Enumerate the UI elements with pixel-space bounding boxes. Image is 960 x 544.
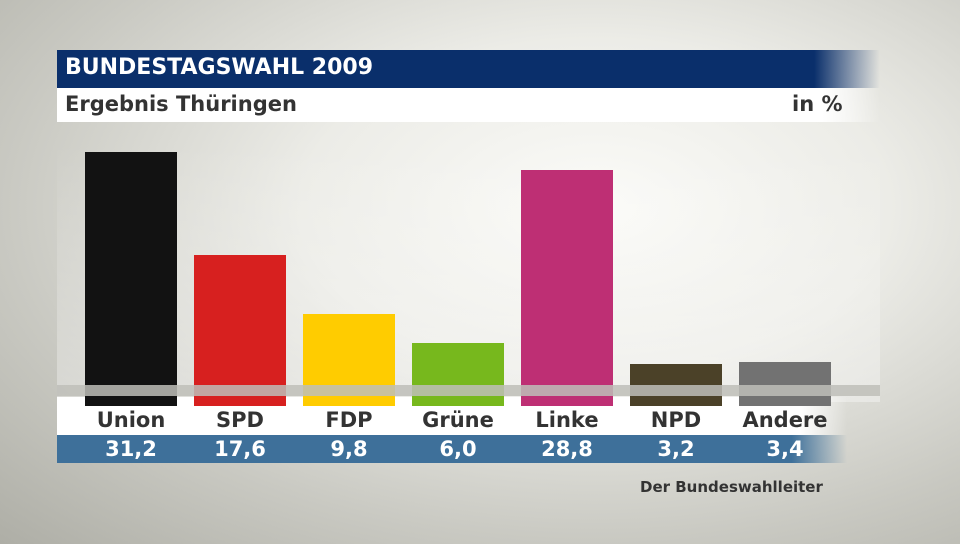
value-label: 28,8 (541, 437, 593, 461)
chart-subtitle: Ergebnis Thüringen (65, 92, 297, 116)
category-label: Linke (535, 408, 599, 432)
chart-title: BUNDESTAGSWAHL 2009 (65, 55, 374, 80)
value-label: 9,8 (330, 437, 368, 461)
value-label: 3,4 (766, 437, 804, 461)
bar-spd (194, 254, 286, 406)
bar-linke (521, 169, 613, 406)
title-bar: BUNDESTAGSWAHL 2009 (57, 50, 880, 88)
value-band (57, 435, 847, 463)
source-label: Der Bundeswahlleiter (640, 478, 823, 496)
subtitle-bar: Ergebnis Thüringen in % (57, 88, 880, 122)
value-label: 6,0 (439, 437, 477, 461)
category-label: SPD (216, 408, 264, 432)
category-label: Andere (742, 408, 828, 432)
bar-andere (739, 362, 831, 406)
value-label: 31,2 (105, 437, 157, 461)
category-label: FDP (325, 408, 373, 432)
value-label: 3,2 (657, 437, 695, 461)
unit-label: in % (792, 92, 843, 116)
category-label: Union (96, 408, 166, 432)
bar-npd (630, 363, 722, 406)
bar-union (85, 151, 177, 406)
category-label: NPD (650, 408, 702, 432)
baseline-stripe (57, 385, 880, 396)
category-label: Grüne (422, 408, 494, 432)
bar-grüne (412, 342, 504, 406)
value-label: 17,6 (214, 437, 266, 461)
